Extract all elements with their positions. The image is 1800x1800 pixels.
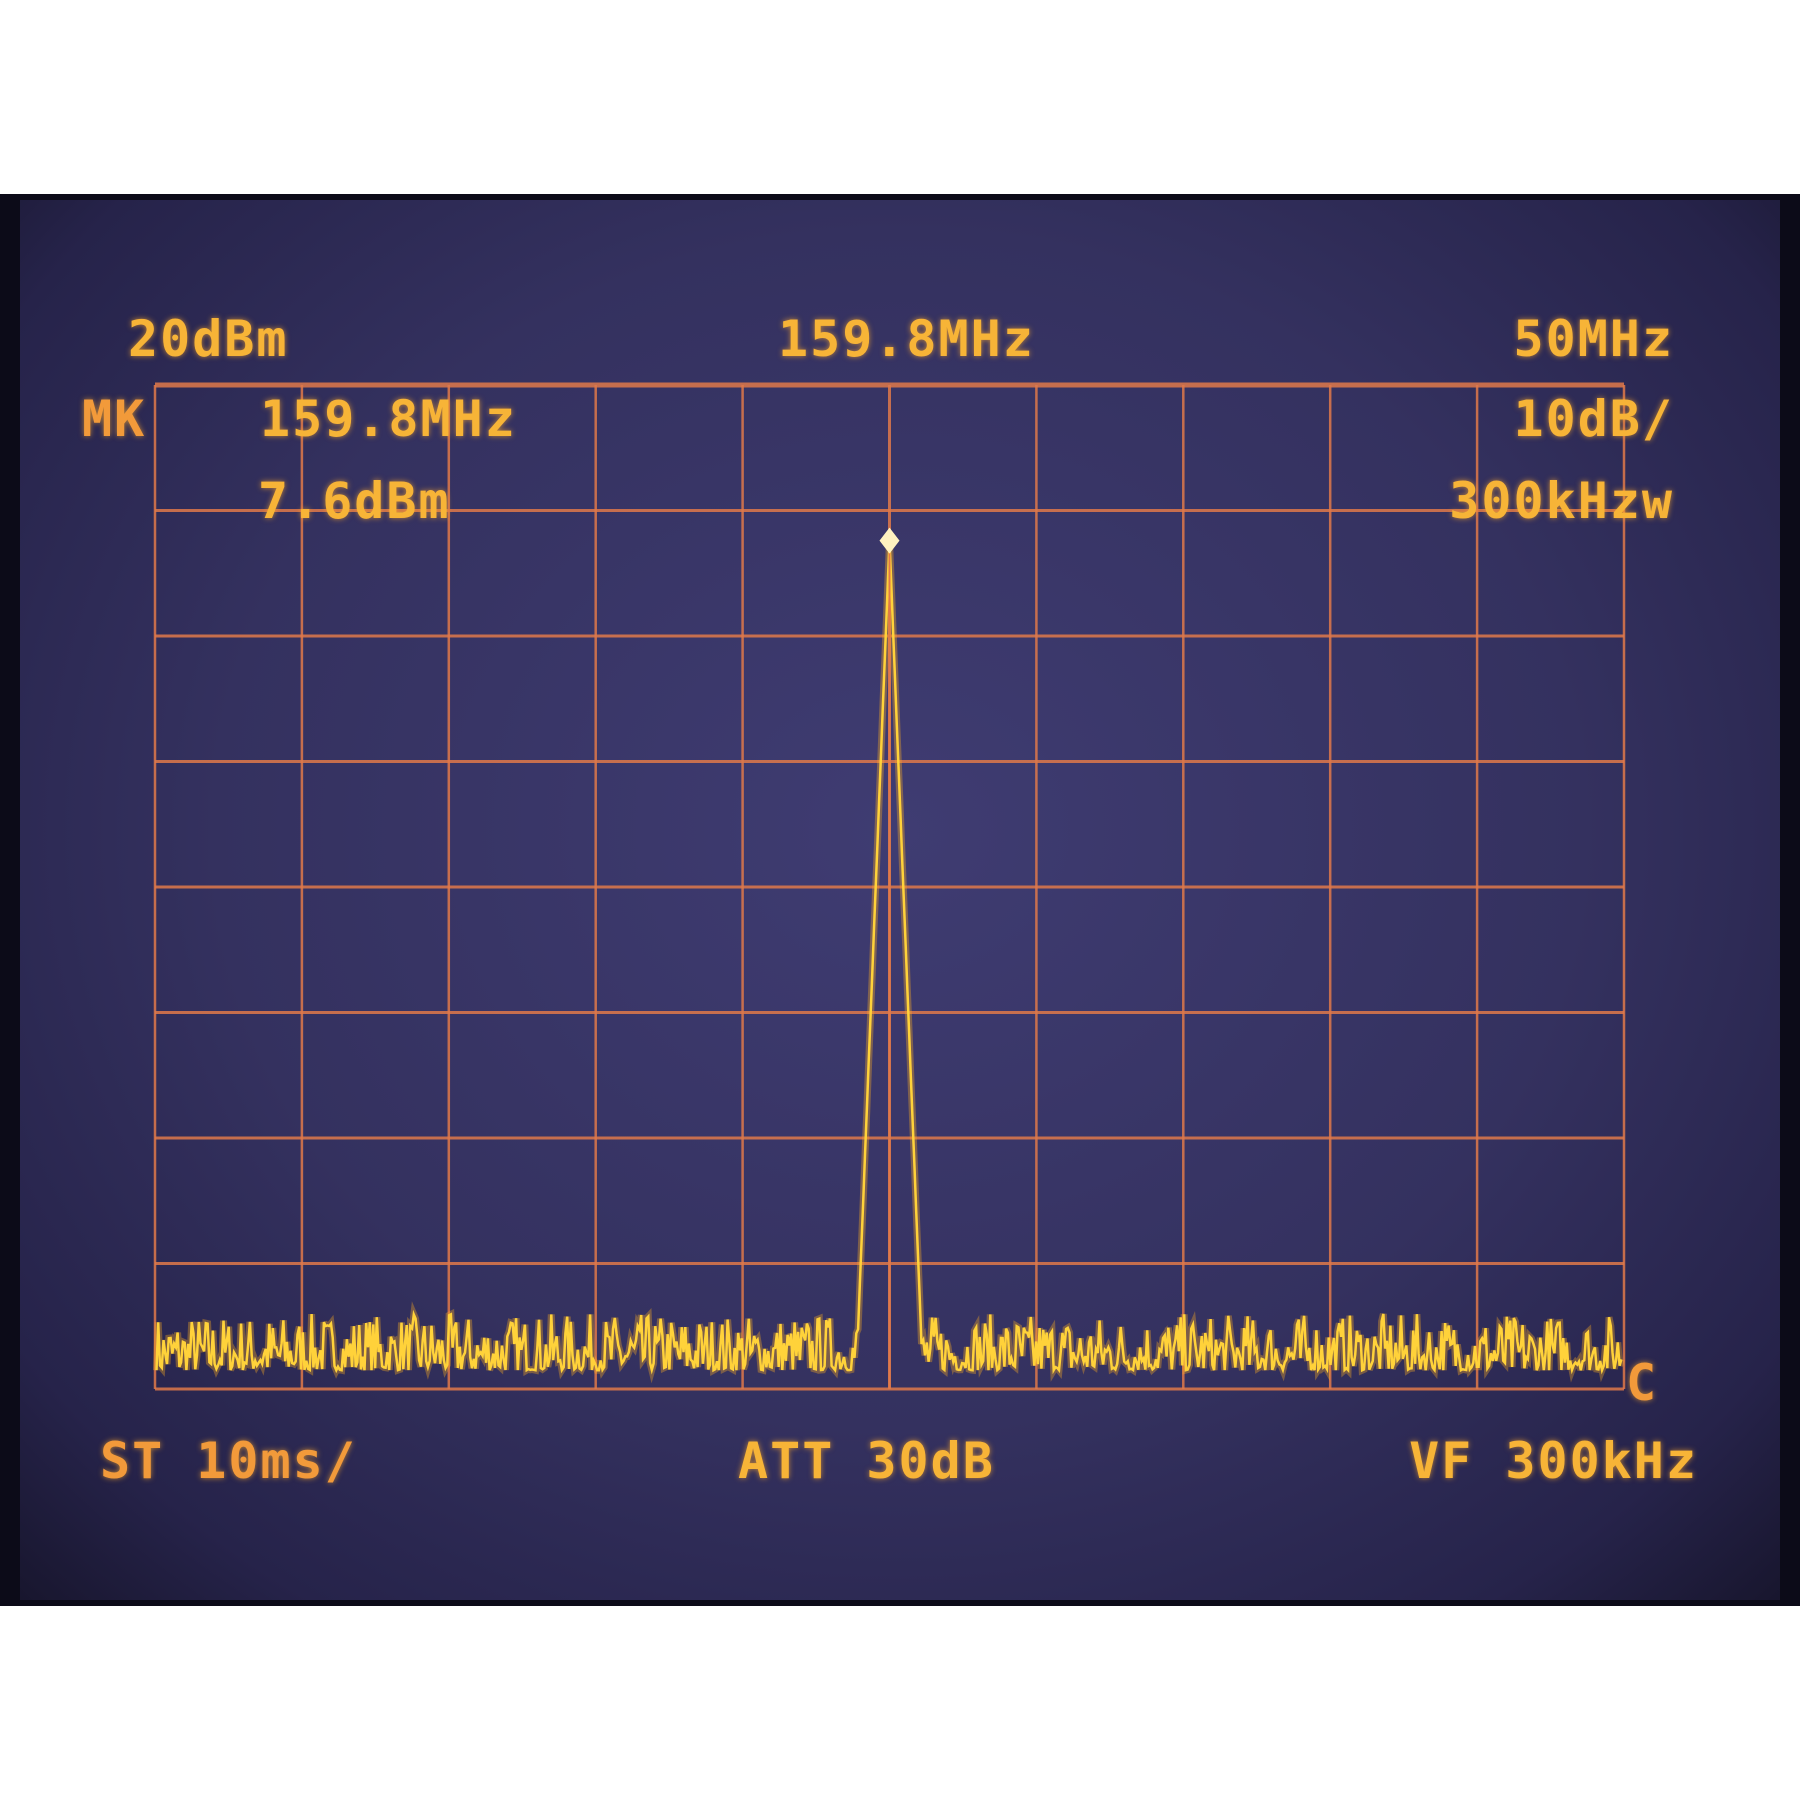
ref-level: 20dBm	[128, 310, 289, 368]
resolution-bandwidth: 300kHzw	[1449, 472, 1674, 530]
marker-diamond-icon	[879, 527, 900, 554]
span: 50MHz	[1513, 310, 1674, 368]
attenuation: ATT 30dB	[738, 1432, 995, 1490]
center-frequency: 159.8MHz	[778, 310, 1035, 368]
marker-level: 7.6dBm	[258, 472, 451, 530]
video-filter: VF 300kHz	[1409, 1432, 1698, 1490]
scale-per-div: 10dB/	[1513, 390, 1674, 448]
spectrum-trace	[153, 527, 1625, 1389]
marker-frequency: 159.8MHz	[260, 390, 517, 448]
trace-mode: C	[1626, 1354, 1659, 1412]
marker-label: MK	[82, 390, 147, 448]
sweep-time: ST 10ms/	[100, 1432, 357, 1490]
